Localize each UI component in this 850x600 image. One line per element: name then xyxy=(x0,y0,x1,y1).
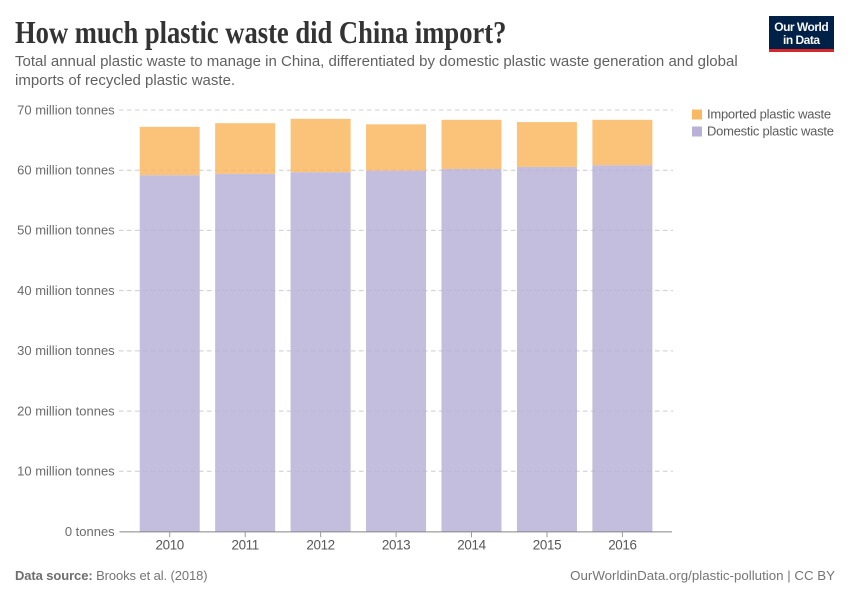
svg-text:30 million tonnes: 30 million tonnes xyxy=(17,343,115,358)
svg-text:2011: 2011 xyxy=(231,538,258,553)
svg-text:Imported plastic waste: Imported plastic waste xyxy=(707,106,831,121)
svg-text:2010: 2010 xyxy=(156,538,184,553)
svg-text:40 million tonnes: 40 million tonnes xyxy=(17,283,115,298)
svg-text:2012: 2012 xyxy=(306,538,334,553)
svg-text:2016: 2016 xyxy=(608,538,636,553)
svg-text:50 million tonnes: 50 million tonnes xyxy=(17,223,115,238)
svg-text:Domestic plastic waste: Domestic plastic waste xyxy=(707,123,834,138)
svg-text:10 million tonnes: 10 million tonnes xyxy=(17,464,115,479)
svg-text:2015: 2015 xyxy=(533,538,561,553)
svg-text:0 tonnes: 0 tonnes xyxy=(65,524,115,539)
svg-text:70 million tonnes: 70 million tonnes xyxy=(17,102,115,117)
svg-text:2013: 2013 xyxy=(382,538,410,553)
svg-text:20 million tonnes: 20 million tonnes xyxy=(17,403,115,418)
svg-text:2014: 2014 xyxy=(457,538,486,553)
svg-text:60 million tonnes: 60 million tonnes xyxy=(17,163,115,178)
